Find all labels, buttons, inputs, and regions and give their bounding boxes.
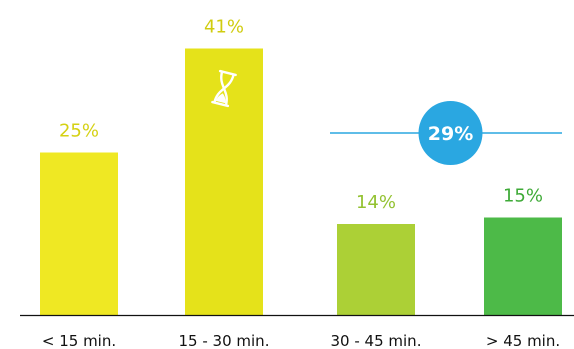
hourglass-icon xyxy=(211,69,237,108)
hourglass-outline xyxy=(211,69,237,108)
bars-group xyxy=(40,48,562,315)
hourglass-sand xyxy=(215,93,226,104)
bar-2 xyxy=(185,48,263,315)
bar-3 xyxy=(337,224,415,315)
x-tick-label-2: 15 - 30 min. xyxy=(179,332,270,349)
data-label-3: 14% xyxy=(356,192,396,213)
data-label-4: 15% xyxy=(503,186,543,207)
data-label-1: 25% xyxy=(59,121,99,142)
data-labels-group: 25% 41% 14% 15% xyxy=(59,17,543,214)
x-tick-label-1: < 15 min. xyxy=(42,332,116,349)
bar-4 xyxy=(484,217,562,315)
annotation-bubble xyxy=(418,101,483,165)
bar-1 xyxy=(40,152,118,315)
annotation-value: 29% xyxy=(428,123,473,145)
annotation-group: 29% xyxy=(330,101,562,165)
data-label-2: 41% xyxy=(204,17,244,38)
x-tick-label-3: 30 - 45 min. xyxy=(331,332,422,349)
x-tick-labels-group: < 15 min. 15 - 30 min. 30 - 45 min. > 45 mi… xyxy=(42,332,560,349)
x-tick-label-4: > 45 min. xyxy=(486,332,560,349)
